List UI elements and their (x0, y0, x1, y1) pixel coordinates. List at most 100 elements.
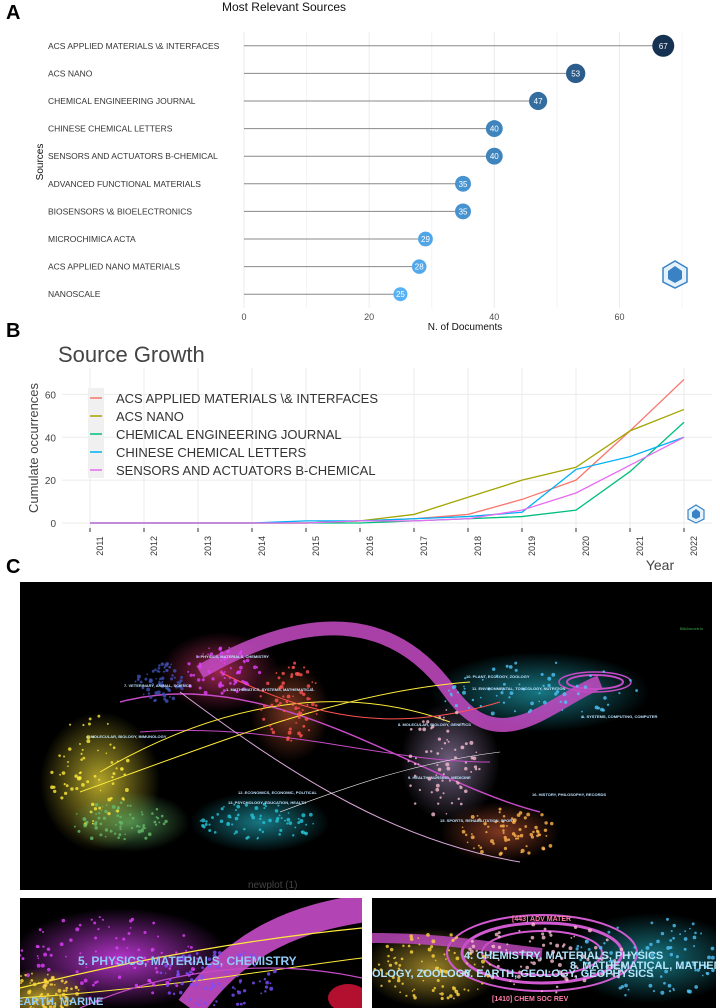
map-node (202, 1001, 205, 1004)
map-node (60, 979, 64, 983)
map-node (104, 835, 107, 838)
map-node (69, 999, 72, 1003)
map-node (400, 957, 404, 961)
map-node (302, 692, 306, 696)
map-node (258, 671, 262, 675)
map-node (380, 984, 383, 988)
map-node (78, 771, 82, 775)
map-node (208, 671, 211, 674)
map-node (82, 723, 85, 727)
map-node (305, 670, 310, 674)
map-node (225, 970, 228, 974)
map-node (663, 981, 666, 985)
map-node (168, 665, 172, 669)
map-node (279, 684, 284, 689)
map-node (413, 802, 417, 805)
map-node (213, 960, 216, 962)
map-node (696, 968, 701, 972)
map-node (229, 667, 232, 670)
map-node (218, 646, 223, 650)
map-node (228, 676, 231, 680)
map-node (65, 784, 69, 788)
map-node (650, 921, 654, 925)
map-node (518, 811, 523, 815)
map-node (238, 979, 243, 983)
map-node (540, 813, 544, 817)
map-node (109, 829, 113, 833)
map-node (418, 788, 422, 792)
map-node (426, 720, 430, 724)
map-node (208, 986, 213, 991)
map-node (597, 974, 600, 976)
map-node (492, 956, 495, 959)
map-node (288, 821, 293, 826)
map-node (160, 814, 164, 818)
map-node (42, 945, 45, 948)
map-node (463, 988, 466, 991)
map-node (233, 689, 236, 692)
category-label: BIOSENSORS \& BIOELECTRONICS (48, 206, 192, 216)
map-node (115, 946, 119, 950)
map-node (20, 975, 22, 978)
map-node (130, 826, 134, 830)
map-node (536, 834, 539, 838)
x-axis-title: Year (646, 557, 675, 573)
map-node (50, 785, 54, 790)
map-node (422, 969, 427, 974)
map-node (97, 749, 99, 752)
map-node (291, 704, 295, 707)
map-node (92, 819, 95, 822)
map-node (311, 702, 315, 706)
category-label: CHEMICAL ENGINEERING JOURNAL (48, 96, 196, 106)
map-node (242, 989, 247, 993)
x-tick-label: 2017 (419, 536, 429, 556)
map-node (94, 936, 98, 940)
map-node (538, 700, 541, 703)
map-node (596, 706, 600, 710)
map-node (94, 826, 98, 830)
map-node (126, 804, 129, 807)
map-node (79, 742, 82, 745)
map-node (171, 674, 174, 677)
map-node (543, 828, 548, 833)
map-node (247, 683, 250, 686)
map-node (624, 994, 627, 997)
map-node (60, 796, 64, 800)
map-node (505, 949, 508, 952)
map-node (157, 666, 161, 670)
map-node (491, 945, 494, 947)
map-node (261, 830, 265, 834)
map-node (710, 946, 715, 951)
map-node (158, 821, 161, 824)
map-node (582, 978, 587, 983)
x-tick-label: 2013 (203, 536, 213, 556)
map-node (402, 944, 405, 948)
map-node (500, 691, 504, 695)
data-label: 35 (459, 180, 468, 189)
map-node (407, 944, 411, 948)
map-node (266, 681, 270, 685)
map-node (669, 952, 674, 957)
map-node (512, 818, 517, 823)
map-node (524, 825, 528, 828)
zoom-right-earth-label: 6. EARTH, GEOLOGY, GEOPHYSICS (464, 968, 654, 980)
lollipop-point (455, 203, 471, 220)
map-node (550, 959, 554, 963)
map-node (454, 704, 458, 708)
map-node (112, 772, 116, 776)
map-node (91, 822, 94, 825)
map-node (562, 974, 566, 978)
map-node (397, 976, 401, 980)
map-node (259, 817, 262, 821)
map-node (153, 698, 157, 702)
map-node (496, 674, 499, 678)
map-node (144, 827, 147, 830)
map-node (581, 710, 583, 713)
map-node (675, 955, 679, 959)
map-node (158, 680, 161, 683)
map-node (413, 996, 417, 1000)
map-node (476, 988, 479, 991)
map-node (217, 982, 221, 986)
map-node (409, 937, 414, 941)
map-node (466, 962, 469, 965)
